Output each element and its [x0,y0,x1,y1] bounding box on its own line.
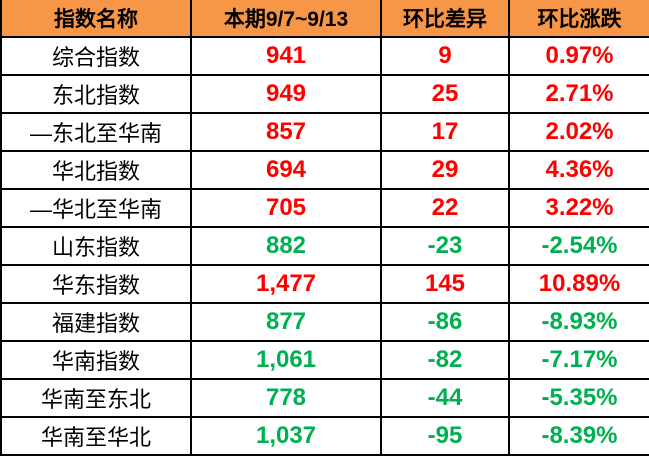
table-row: 华南至东北 778 -44 -5.35% [0,378,649,418]
diff-cell: -86 [380,302,510,342]
change-cell: 4.36% [508,150,649,190]
current-value-cell: 1,477 [190,264,382,304]
diff-cell: -44 [380,378,510,418]
index-name-cell: 华南指数 [0,340,192,380]
table-row: —东北至华南 857 17 2.02% [0,112,649,152]
table-row: 东北指数 949 25 2.71% [0,74,649,114]
table-row: 华南至华北 1,037 -95 -8.39% [0,416,649,456]
header-mom-diff: 环比差异 [380,0,510,38]
index-name-cell: 华东指数 [0,264,192,304]
table-body: 综合指数 941 9 0.97% 东北指数 949 25 2.71% —东北至华… [0,36,649,456]
current-value-cell: 882 [190,226,382,266]
table-row: 综合指数 941 9 0.97% [0,36,649,76]
table-row: 福建指数 877 -86 -8.93% [0,302,649,342]
table-row: 山东指数 882 -23 -2.54% [0,226,649,266]
table-row: 华北指数 694 29 4.36% [0,150,649,190]
header-mom-change: 环比涨跌 [508,0,649,38]
index-name-cell: 综合指数 [0,36,192,76]
diff-cell: 29 [380,150,510,190]
diff-cell: -23 [380,226,510,266]
header-index-name: 指数名称 [0,0,192,38]
current-value-cell: 1,037 [190,416,382,456]
change-cell: -2.54% [508,226,649,266]
change-cell: 10.89% [508,264,649,304]
index-name-cell: 福建指数 [0,302,192,342]
change-cell: -7.17% [508,340,649,380]
index-name-cell: —东北至华南 [0,112,192,152]
index-name-cell: 山东指数 [0,226,192,266]
table-row: 华东指数 1,477 145 10.89% [0,264,649,304]
diff-cell: 17 [380,112,510,152]
current-value-cell: 1,061 [190,340,382,380]
table-row: 华南指数 1,061 -82 -7.17% [0,340,649,380]
header-current-period: 本期9/7~9/13 [190,0,382,38]
table-row: —华北至华南 705 22 3.22% [0,188,649,228]
change-cell: 0.97% [508,36,649,76]
index-name-cell: —华北至华南 [0,188,192,228]
index-name-cell: 华南至东北 [0,378,192,418]
diff-cell: -95 [380,416,510,456]
current-value-cell: 949 [190,74,382,114]
diff-cell: -82 [380,340,510,380]
change-cell: 2.71% [508,74,649,114]
index-name-cell: 华南至华北 [0,416,192,456]
current-value-cell: 941 [190,36,382,76]
current-value-cell: 694 [190,150,382,190]
diff-cell: 9 [380,36,510,76]
change-cell: -5.35% [508,378,649,418]
current-value-cell: 778 [190,378,382,418]
index-name-cell: 东北指数 [0,74,192,114]
change-cell: -8.39% [508,416,649,456]
header-row: 指数名称 本期9/7~9/13 环比差异 环比涨跌 [0,0,649,38]
diff-cell: 22 [380,188,510,228]
current-value-cell: 705 [190,188,382,228]
change-cell: 2.02% [508,112,649,152]
diff-cell: 25 [380,74,510,114]
diff-cell: 145 [380,264,510,304]
index-name-cell: 华北指数 [0,150,192,190]
change-cell: -8.93% [508,302,649,342]
change-cell: 3.22% [508,188,649,228]
current-value-cell: 857 [190,112,382,152]
current-value-cell: 877 [190,302,382,342]
